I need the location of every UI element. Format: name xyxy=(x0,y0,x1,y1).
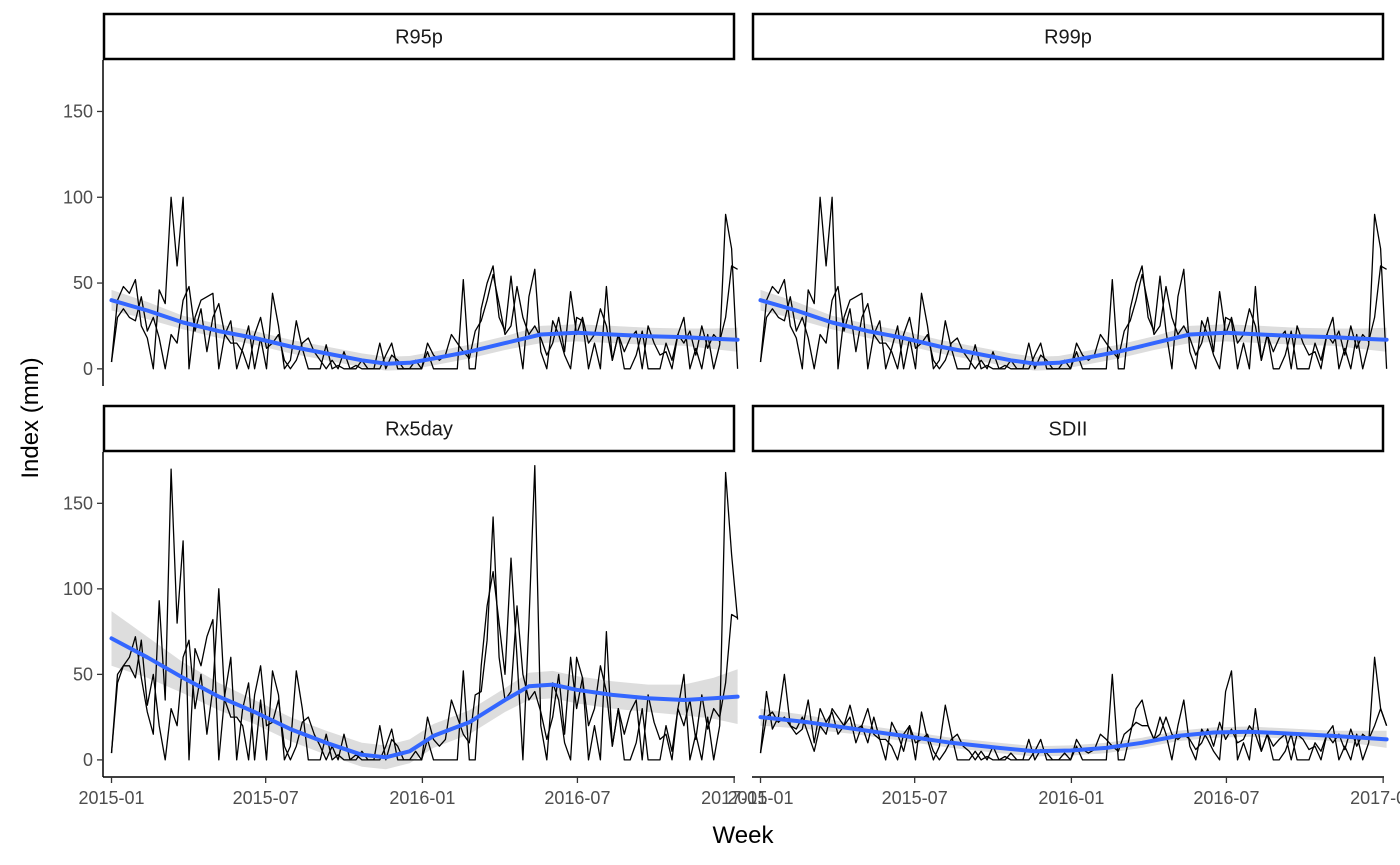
y-tick-label: 100 xyxy=(63,579,93,599)
facet-strip-label: R95p xyxy=(395,27,443,49)
x-tick-label: 2015-01 xyxy=(78,788,144,808)
x-tick-label: 2017-01 xyxy=(1350,788,1400,808)
facet-strip-label: SDII xyxy=(1049,419,1088,441)
facet-strip xyxy=(751,404,1385,453)
smooth-trend-line xyxy=(758,298,1389,366)
facet-strip-label: R99p xyxy=(1044,27,1092,49)
facet-strip-label: Rx5day xyxy=(385,419,453,441)
series-line-2 xyxy=(759,265,1387,370)
smooth-trend-line xyxy=(758,715,1389,754)
x-tick-label: 2016-07 xyxy=(544,788,610,808)
facet-rx5day: Rx5day 0 50 100 150 2015-01 2015-07 2016-01 2016… xyxy=(63,404,767,808)
x-tick-label: 2015-07 xyxy=(882,788,948,808)
x-tick-label: 2016-01 xyxy=(389,788,455,808)
y-tick-label: 150 xyxy=(63,101,93,121)
y-axis-title: Index (mm) xyxy=(17,357,44,478)
x-tick-label: 2017-01 xyxy=(701,788,767,808)
facet-sdii: SDII 2015-01 2015-07 2016-01 2016-07 2017-01 xyxy=(727,404,1400,808)
y-tick-label: 0 xyxy=(83,359,93,379)
facet-r95p: R95p 0 50 100 150 xyxy=(63,12,740,386)
series-line-1 xyxy=(759,656,1388,761)
y-tick-label: 100 xyxy=(63,187,93,207)
series-line-2 xyxy=(110,516,738,761)
facet-r99p: R99p xyxy=(751,12,1389,371)
series-line-2 xyxy=(110,265,738,370)
series-line-1 xyxy=(110,465,739,761)
x-tick-label: 2016-01 xyxy=(1038,788,1104,808)
x-tick-label: 2016-07 xyxy=(1193,788,1259,808)
y-tick-label: 50 xyxy=(73,664,93,684)
x-tick-label: 2015-07 xyxy=(233,788,299,808)
x-axis-title: Week xyxy=(713,822,775,849)
facet-strip xyxy=(751,12,1385,61)
facet-strip xyxy=(102,404,736,453)
y-tick-label: 0 xyxy=(83,750,93,770)
y-tick-label: 50 xyxy=(73,273,93,293)
facet-strip xyxy=(102,12,736,61)
smooth-trend-line xyxy=(109,298,740,366)
smooth-trend-line xyxy=(109,636,740,760)
y-tick-label: 150 xyxy=(63,493,93,513)
x-tick-label: 2015-01 xyxy=(727,788,793,808)
